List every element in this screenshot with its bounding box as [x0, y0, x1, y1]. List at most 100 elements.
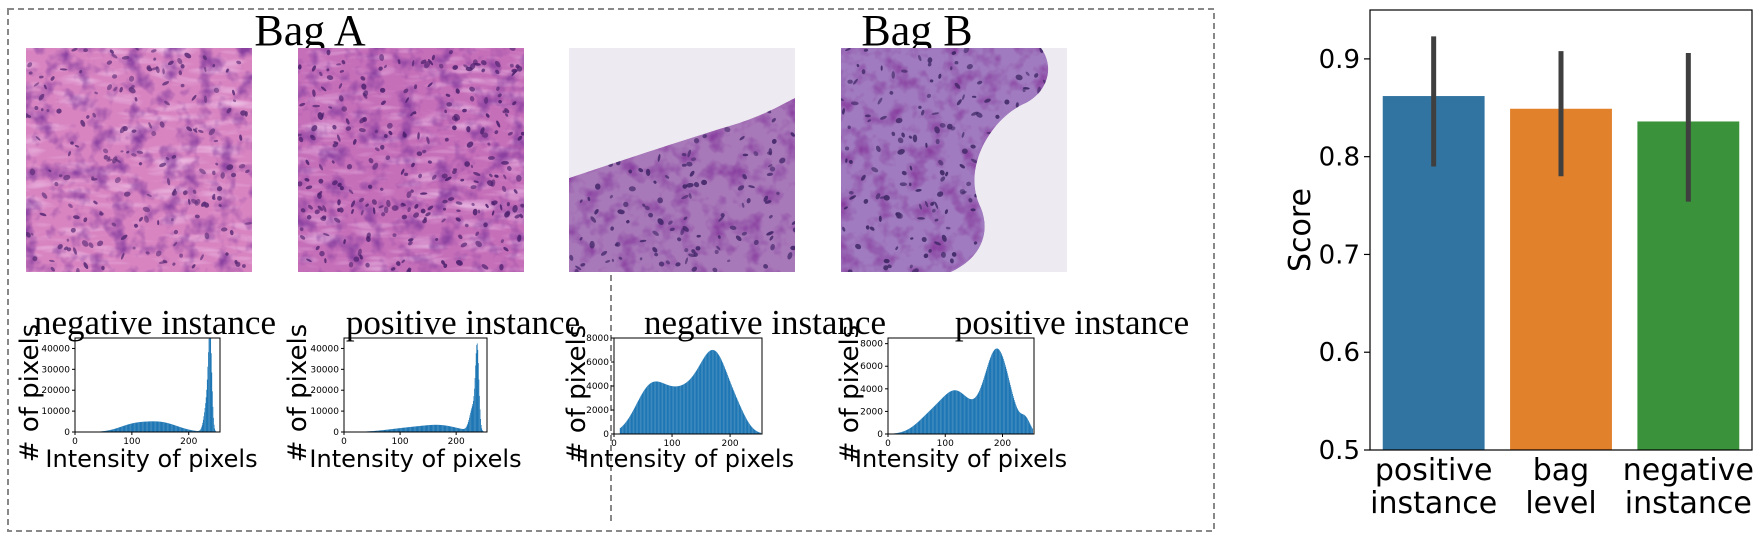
histogram-bin [414, 426, 416, 432]
histogram-bin [933, 406, 934, 434]
histogram-bin [123, 425, 125, 432]
histogram-bin [470, 412, 471, 432]
histogram-bin [127, 424, 129, 432]
histogram-bin [1028, 422, 1030, 434]
histogram-bin [133, 423, 135, 432]
category-label: positive [1375, 453, 1493, 488]
histogram-bin [412, 426, 414, 432]
histogram-bin [703, 357, 705, 434]
histogram-x-tick-label: 100 [937, 439, 954, 449]
histogram-bin [932, 408, 933, 434]
histogram-bin [1012, 393, 1013, 434]
histogram-bin [734, 394, 736, 434]
histogram-bin [424, 425, 426, 432]
histogram-bin [737, 400, 739, 434]
histogram-bin [157, 421, 159, 432]
histogram-bin [712, 349, 714, 434]
histogram-bin [759, 432, 760, 434]
histogram-bin [631, 412, 633, 434]
histogram-bin [897, 432, 898, 434]
histogram-bin [674, 386, 676, 434]
histogram-bin [719, 356, 720, 434]
histogram-bin [956, 390, 958, 434]
histogram-bin [187, 429, 188, 432]
histogram-bin [169, 423, 171, 432]
histogram-bin [1020, 413, 1021, 434]
histogram-bin [632, 411, 634, 434]
histogram-bin [714, 350, 716, 434]
histogram-bin [976, 396, 977, 434]
histogram-y-tick-label: 10000 [310, 407, 339, 417]
histogram-bin [656, 381, 658, 434]
histogram-bin [1029, 424, 1031, 434]
histogram-bin [648, 384, 650, 434]
histogram-bin [1009, 384, 1011, 434]
histogram-bin [125, 425, 127, 432]
histogram-bin [158, 421, 159, 432]
histogram-bin [214, 428, 216, 432]
histogram-bin [1015, 405, 1017, 434]
histogram-bin [721, 361, 723, 434]
histogram-bin [953, 390, 954, 434]
histogram-bin [1019, 412, 1021, 434]
histogram-bin [625, 422, 626, 434]
histogram-bin [421, 425, 423, 432]
histogram-bin [124, 425, 126, 432]
histogram-bin [670, 385, 672, 434]
histogram-bin [410, 426, 412, 432]
histogram-bin [407, 427, 409, 432]
histogram-bin [197, 430, 199, 432]
histogram-bin [898, 432, 900, 434]
histogram-bin [980, 388, 981, 434]
histogram-bin [993, 350, 995, 434]
histogram-bin [407, 427, 409, 432]
histogram-bin [634, 407, 636, 434]
histogram-bin [1014, 401, 1016, 434]
histogram-bin [154, 421, 156, 432]
histogram-bin [384, 429, 386, 432]
histogram-bin [136, 422, 138, 432]
histogram-bin [437, 424, 439, 432]
histogram-bin [129, 424, 130, 432]
histogram-bin [992, 352, 993, 434]
histogram-bin [752, 428, 754, 434]
histogram-bin [120, 426, 122, 432]
histogram-bin [423, 425, 425, 432]
histogram-bin [941, 398, 942, 434]
histogram-bin [966, 397, 968, 434]
histogram-bin [964, 395, 966, 434]
histogram-bin [737, 399, 738, 434]
histogram-bin [421, 425, 423, 432]
histogram-bin [997, 349, 999, 434]
histogram-bin [188, 429, 190, 432]
histogram-bin [426, 425, 428, 432]
histogram-bin [748, 422, 749, 434]
histogram-bin [207, 366, 209, 432]
histogram-bin [642, 392, 644, 434]
histogram-bin [389, 429, 391, 432]
histogram-bin [179, 427, 181, 432]
histogram-bin [752, 427, 753, 434]
histogram-x-label: Intensity of pixels [309, 445, 521, 473]
histogram-bin [111, 429, 113, 432]
histogram-bin [208, 338, 210, 432]
histogram-bin [1031, 427, 1033, 434]
histogram-bin [900, 432, 901, 434]
histogram-bin [926, 413, 928, 434]
histogram-y-tick-label: 40000 [41, 344, 70, 354]
histogram-bin [460, 428, 461, 432]
histogram-bin [122, 426, 123, 432]
histogram-bin [999, 351, 1001, 434]
histogram-bin [663, 383, 665, 434]
histogram-bin [452, 426, 453, 432]
histogram-bin [135, 422, 136, 432]
histogram-bin [944, 395, 946, 434]
histogram-bin [443, 425, 444, 432]
histogram-bin [760, 432, 761, 434]
histogram-bin [1011, 391, 1013, 434]
histogram-bin [205, 397, 207, 432]
histogram-bin [1023, 414, 1025, 434]
histogram-bin [468, 420, 470, 432]
histogram-bin [906, 429, 908, 434]
histogram-bin [481, 430, 483, 432]
